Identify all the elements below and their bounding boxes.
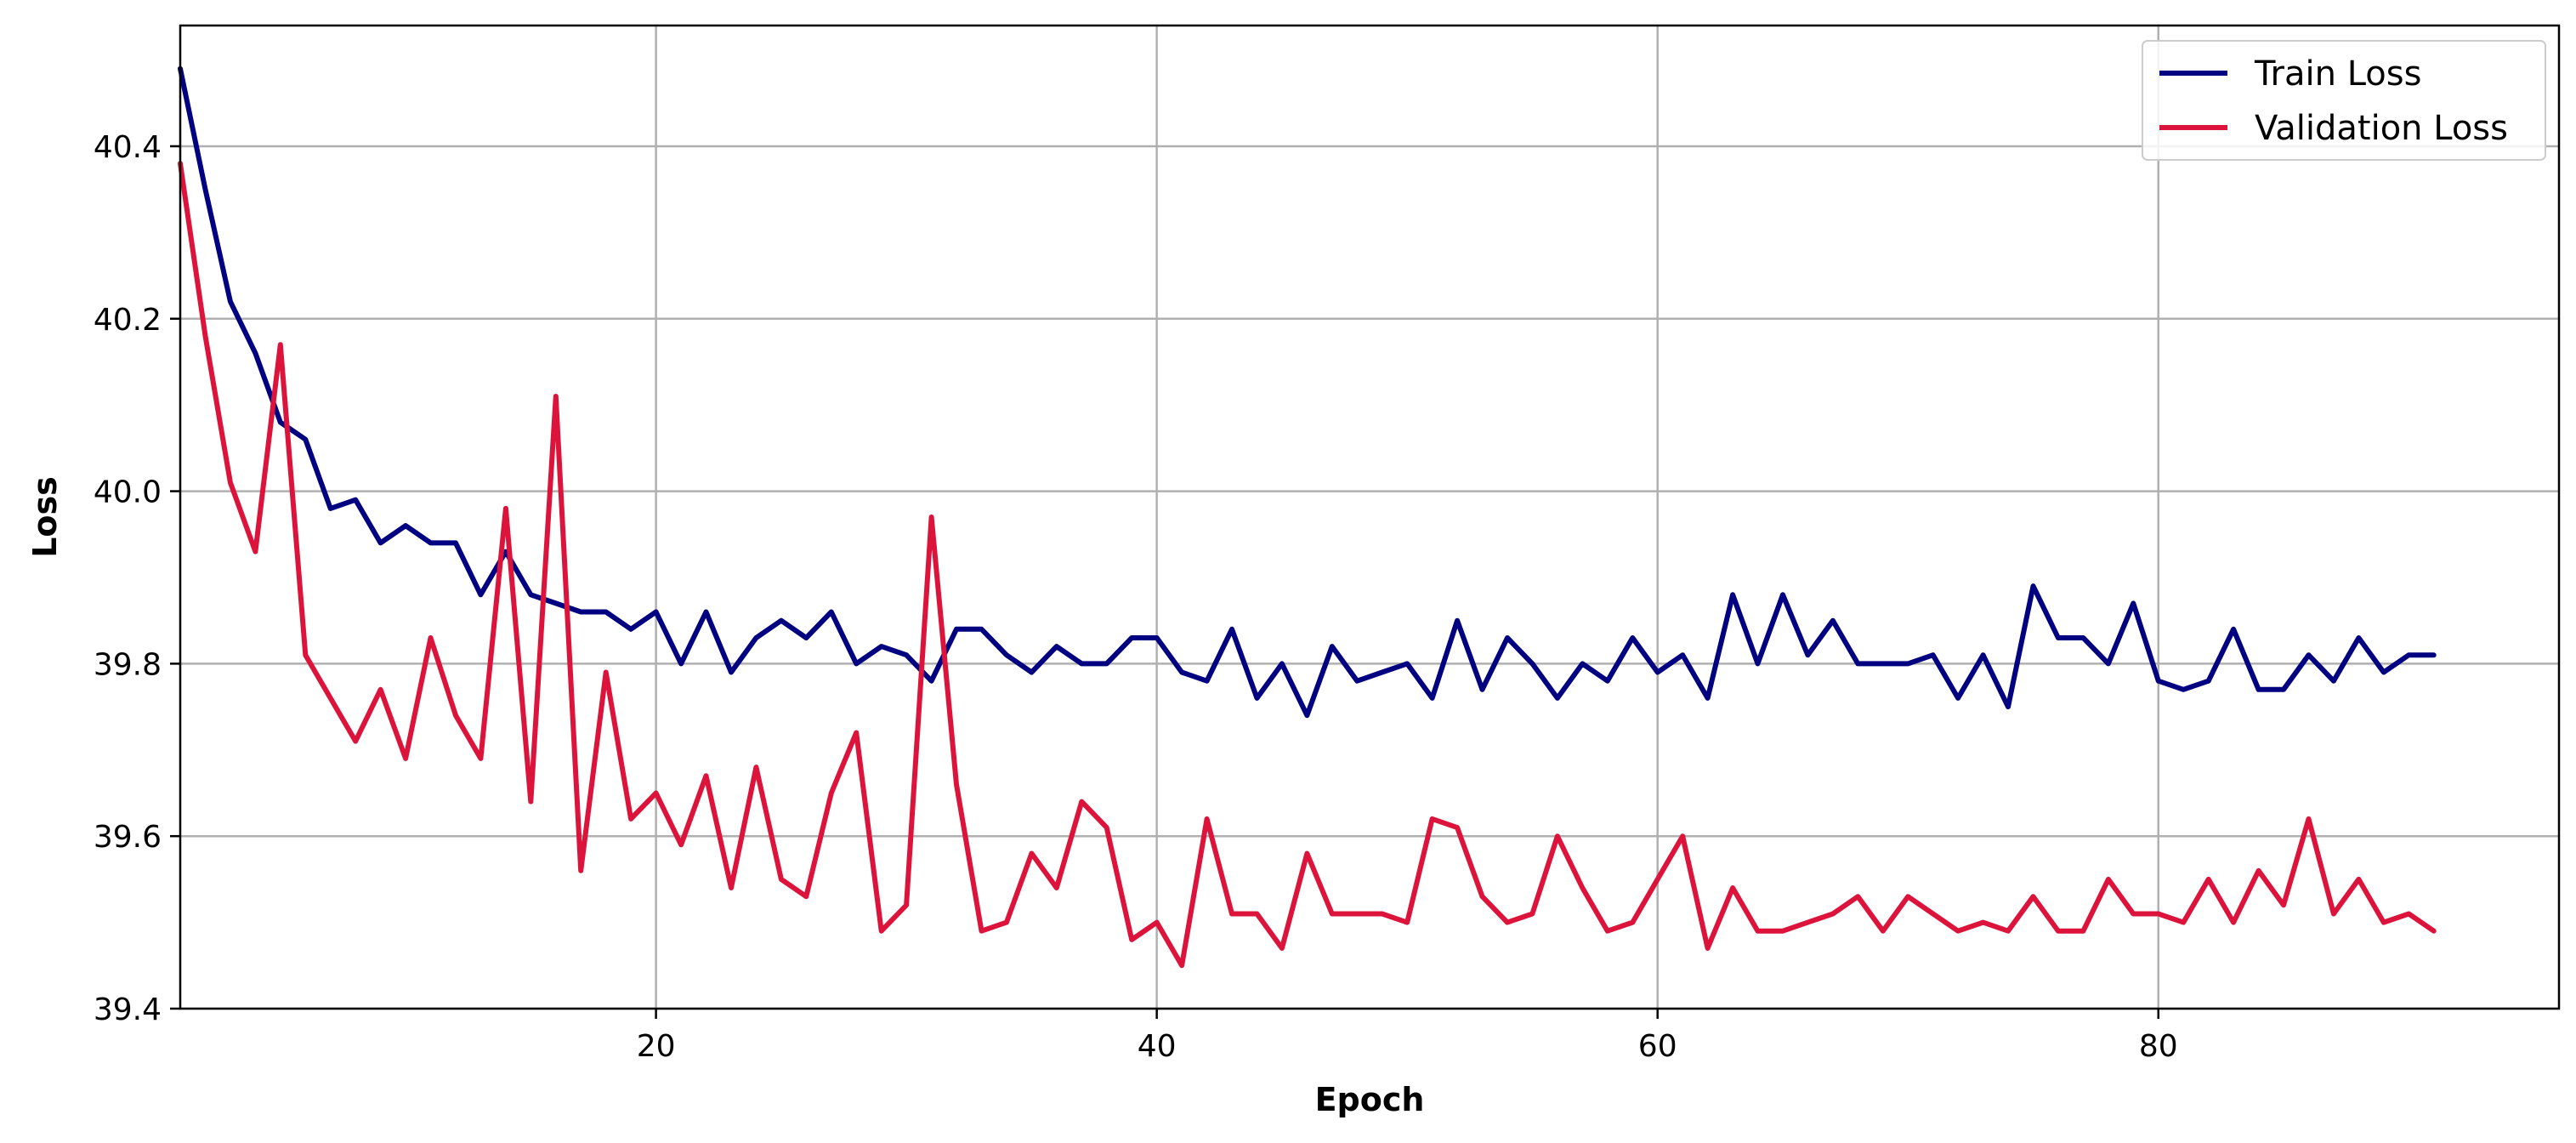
y-tick-label: 39.8 [94, 647, 162, 682]
y-tick-label: 39.6 [94, 820, 162, 855]
series-line-validation-loss [178, 161, 2437, 969]
legend: Train Loss Validation Loss [2142, 40, 2546, 161]
legend-label-validation-loss: Validation Loss [2255, 109, 2508, 148]
y-tick-label: 40.4 [94, 130, 162, 165]
legend-box [2142, 40, 2546, 161]
legend-label-train-loss: Train Loss [2254, 54, 2421, 94]
y-axis-title: Loss [26, 476, 64, 558]
x-tick-label: 40 [1138, 1029, 1177, 1064]
x-tick-label: 80 [2139, 1029, 2178, 1064]
y-tick-label: 40.2 [94, 303, 162, 338]
grid-lines [180, 26, 2559, 1010]
y-tick-label: 39.4 [94, 992, 162, 1027]
plot-frame [179, 24, 2561, 1010]
y-tick-label: 40.0 [94, 475, 162, 510]
x-tick-label: 60 [1638, 1029, 1677, 1064]
series-lines [178, 65, 2437, 969]
x-tick-label: 20 [637, 1029, 676, 1064]
x-axis-title: Epoch [1315, 1081, 1425, 1118]
axis-ticks: 20 40 60 80 39.4 39.6 39.8 40.0 40.2 40.4 [94, 130, 2178, 1064]
series-line-train-loss [178, 65, 2437, 719]
